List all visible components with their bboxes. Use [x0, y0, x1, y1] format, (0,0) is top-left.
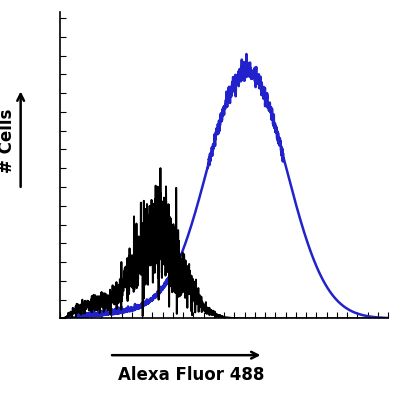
Text: Alexa Fluor 488: Alexa Fluor 488	[118, 366, 264, 384]
Text: # Cells: # Cells	[0, 109, 16, 173]
